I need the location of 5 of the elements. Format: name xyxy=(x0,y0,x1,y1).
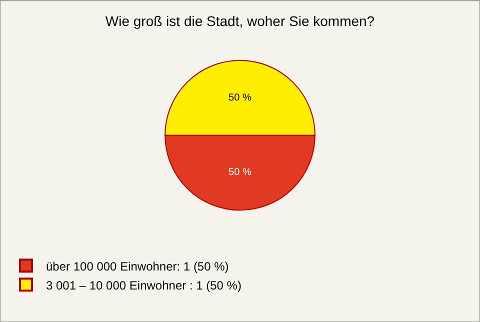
chart-title: Wie groß ist die Stadt, woher Sie kommen? xyxy=(105,12,375,29)
legend-label: 3 001 – 10 000 Einwohner : 1 (50 %) xyxy=(46,278,242,292)
legend-label: über 100 000 Einwohner: 1 (50 %) xyxy=(46,259,229,274)
data-label: 50 % xyxy=(228,92,252,104)
data-label: 50 % xyxy=(228,167,252,178)
